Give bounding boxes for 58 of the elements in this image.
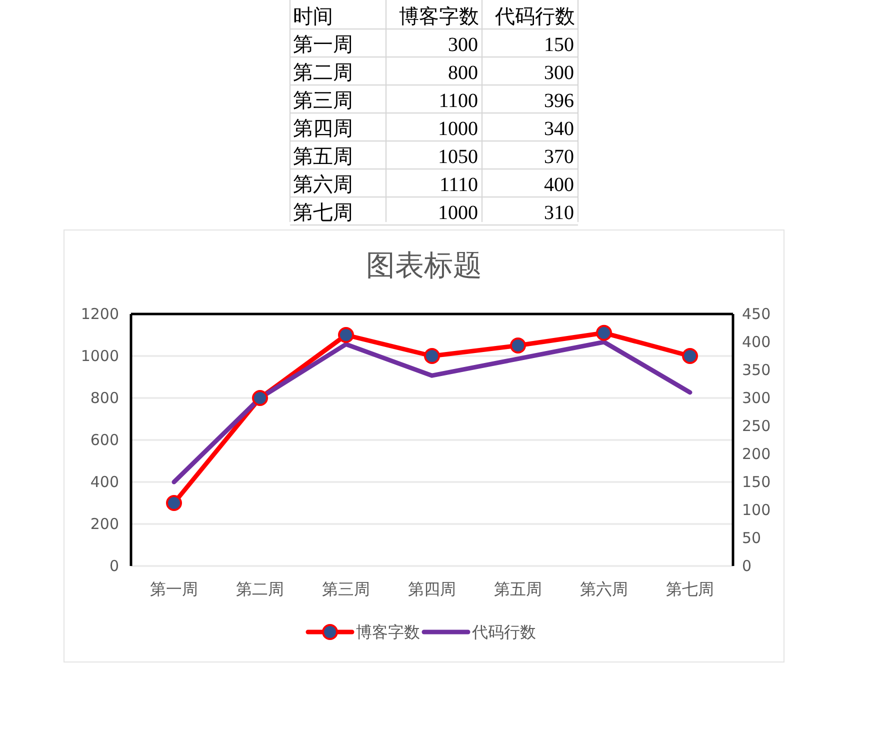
y2-tick-label: 350 bbox=[742, 361, 771, 379]
legend-label: 博客字数 bbox=[356, 622, 420, 642]
y-tick-label: 1200 bbox=[80, 305, 119, 323]
y-tick-label: 600 bbox=[90, 431, 119, 449]
text: 代码行数 bbox=[494, 6, 575, 28]
data-label: 1050 bbox=[438, 146, 478, 168]
y-tick-label: 200 bbox=[90, 515, 119, 533]
data-label: 340 bbox=[544, 118, 574, 140]
x-tick-label: 第六周 bbox=[580, 580, 628, 598]
data-label: 300 bbox=[448, 34, 478, 56]
data-label: 1000 bbox=[438, 202, 478, 224]
x-tick-label: 第七周 bbox=[666, 580, 714, 598]
category-label: 第四周 bbox=[293, 118, 353, 140]
y2-tick-label: 300 bbox=[742, 389, 771, 407]
point bbox=[510, 338, 526, 354]
y2-tick-label: 250 bbox=[742, 417, 771, 435]
x-tick-label: 第二周 bbox=[236, 580, 284, 598]
y2-tick-label: 450 bbox=[742, 305, 771, 323]
y-tick-label: 1000 bbox=[80, 347, 119, 365]
x-tick-label: 第三周 bbox=[322, 580, 370, 598]
x-tick-label: 第一周 bbox=[150, 580, 198, 598]
y-tick-label: 0 bbox=[109, 557, 119, 575]
chart-title: 图表标题 bbox=[366, 248, 482, 282]
data-label: 300 bbox=[544, 62, 574, 84]
category-label: 第二周 bbox=[293, 62, 353, 84]
text: 博客字数 bbox=[399, 5, 479, 28]
point bbox=[596, 324, 612, 341]
legend-label: 代码行数 bbox=[471, 622, 536, 642]
y-tick-label: 400 bbox=[90, 473, 119, 491]
data-label: 396 bbox=[544, 90, 574, 112]
x-tick-label: 第四周 bbox=[408, 580, 456, 598]
y2-tick-label: 50 bbox=[742, 529, 762, 547]
data-label: 1100 bbox=[438, 90, 478, 112]
point bbox=[338, 327, 354, 343]
y2-tick-label: 400 bbox=[742, 333, 771, 351]
data-label: 400 bbox=[544, 174, 574, 196]
data-label: 1110 bbox=[439, 174, 478, 196]
category-label: 第七周 bbox=[293, 202, 353, 224]
point bbox=[166, 495, 182, 511]
x-tick-label: 第五周 bbox=[494, 580, 542, 598]
category-label: 第五周 bbox=[293, 146, 353, 168]
data-label: 1000 bbox=[438, 118, 478, 140]
category-label: 第六周 bbox=[293, 174, 353, 196]
data-label: 310 bbox=[544, 202, 574, 224]
data-label: 150 bbox=[544, 34, 574, 56]
y2-tick-label: 0 bbox=[742, 557, 752, 575]
data-label: 370 bbox=[544, 146, 574, 168]
y-tick-label: 800 bbox=[90, 389, 119, 407]
category-label: 第一周 bbox=[293, 34, 353, 56]
y2-tick-label: 100 bbox=[742, 501, 771, 519]
y2-tick-label: 200 bbox=[742, 445, 771, 463]
point bbox=[252, 390, 268, 406]
point bbox=[682, 348, 698, 364]
point bbox=[424, 348, 440, 364]
category-label: 第三周 bbox=[293, 90, 353, 112]
text: 时间 bbox=[293, 6, 333, 28]
y2-tick-label: 150 bbox=[742, 473, 771, 491]
data-label: 800 bbox=[448, 62, 478, 84]
